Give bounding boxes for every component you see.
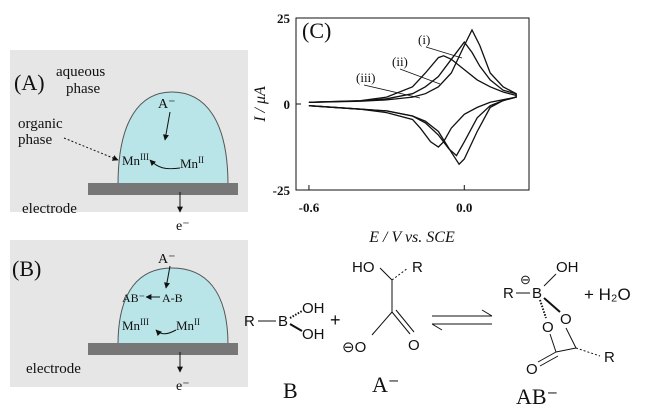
atom: OH — [302, 300, 325, 317]
bond — [380, 268, 392, 280]
y-tick-label: -25 — [273, 183, 291, 198]
electrode-bar — [88, 343, 238, 355]
bond — [290, 311, 302, 318]
bond — [540, 356, 558, 366]
series-pointer — [400, 69, 440, 84]
label: Mn — [176, 318, 195, 333]
atom: OH — [302, 326, 325, 343]
y-tick-label: 25 — [277, 11, 291, 26]
bond — [392, 312, 410, 334]
bond — [544, 274, 556, 286]
atom: B — [278, 313, 288, 330]
bond — [372, 312, 392, 335]
water: + H₂O — [584, 285, 631, 304]
arrow-head — [482, 310, 492, 316]
figure-canvas: (A) aqueous phase organic phase A⁻ MnIII… — [0, 0, 645, 409]
arrow-head — [432, 324, 442, 330]
label: phase — [18, 132, 52, 148]
panel-a: (A) aqueous phase organic phase A⁻ MnIII… — [10, 50, 248, 234]
atom: R — [503, 285, 514, 302]
atom: R — [244, 313, 255, 330]
atom: ⊖O — [342, 339, 366, 356]
bond — [550, 334, 556, 352]
cv-curve — [309, 56, 516, 147]
atom: O — [408, 337, 420, 354]
chart-title: (C) — [302, 18, 331, 43]
bond — [576, 348, 600, 356]
label: Mn — [122, 318, 141, 333]
bond — [290, 324, 302, 331]
charge: ⊖ — [520, 272, 531, 287]
x-axis-title: E / V vs. SCE — [368, 229, 455, 246]
bond — [392, 268, 408, 280]
figure: (A) aqueous phase organic phase A⁻ MnIII… — [0, 0, 645, 409]
label: aqueous — [56, 64, 105, 80]
atom: HO — [352, 259, 375, 276]
atom: R — [412, 259, 423, 276]
label: A⁻ — [158, 97, 176, 112]
bond — [538, 352, 556, 362]
compound-label: AB⁻ — [516, 384, 558, 409]
label-sup: III — [140, 152, 149, 162]
atom: O — [542, 319, 554, 336]
label: electrode — [22, 201, 77, 217]
label: Mn — [180, 156, 199, 171]
label: organic — [18, 116, 63, 132]
compound-label: B — [283, 378, 298, 403]
cv-curve — [309, 30, 516, 164]
label: A⁻ — [158, 252, 176, 267]
label: e⁻ — [176, 379, 190, 394]
electrode-bar — [88, 183, 238, 195]
bond — [544, 298, 560, 312]
bond — [556, 348, 576, 352]
x-tick-label: 0.0 — [456, 200, 472, 215]
label: electrode — [26, 361, 81, 377]
label: AB⁻ — [122, 291, 145, 305]
atom: O — [526, 361, 538, 378]
reaction-scheme: R B OH OH + HO R ⊖O O R B ⊖ OH O O — [244, 259, 631, 409]
cv-chart: (C) E / V vs. SCE I / μA -25 0 25 -0.6 0.0 (i… — [252, 11, 529, 246]
atom: OH — [556, 259, 579, 276]
panel-label: (B) — [12, 256, 41, 281]
series-label: (ii) — [392, 54, 408, 69]
label: A-B — [162, 291, 183, 305]
label-sup: II — [198, 155, 204, 165]
label-sup: III — [140, 317, 149, 327]
label: Mn — [122, 153, 141, 168]
plus: + — [330, 310, 341, 330]
panel-label: (A) — [14, 70, 45, 95]
label: phase — [66, 81, 100, 97]
y-axis-title: I / μA — [252, 86, 269, 123]
label: e⁻ — [176, 219, 190, 234]
atom: B — [532, 285, 542, 302]
bond — [566, 328, 576, 348]
label-sup: II — [194, 317, 200, 327]
panel-b: (B) A⁻ AB⁻ A-B MnIII MnII electrode e⁻ — [10, 240, 248, 394]
atom: R — [604, 349, 615, 366]
y-tick-label: 0 — [284, 97, 291, 112]
x-tick-label: -0.6 — [299, 200, 320, 215]
series-label: (i) — [418, 32, 430, 47]
bond — [396, 310, 414, 332]
series-label: (iii) — [356, 70, 376, 85]
bond — [540, 300, 546, 318]
compound-label: A⁻ — [372, 372, 400, 397]
atom: O — [560, 311, 572, 328]
